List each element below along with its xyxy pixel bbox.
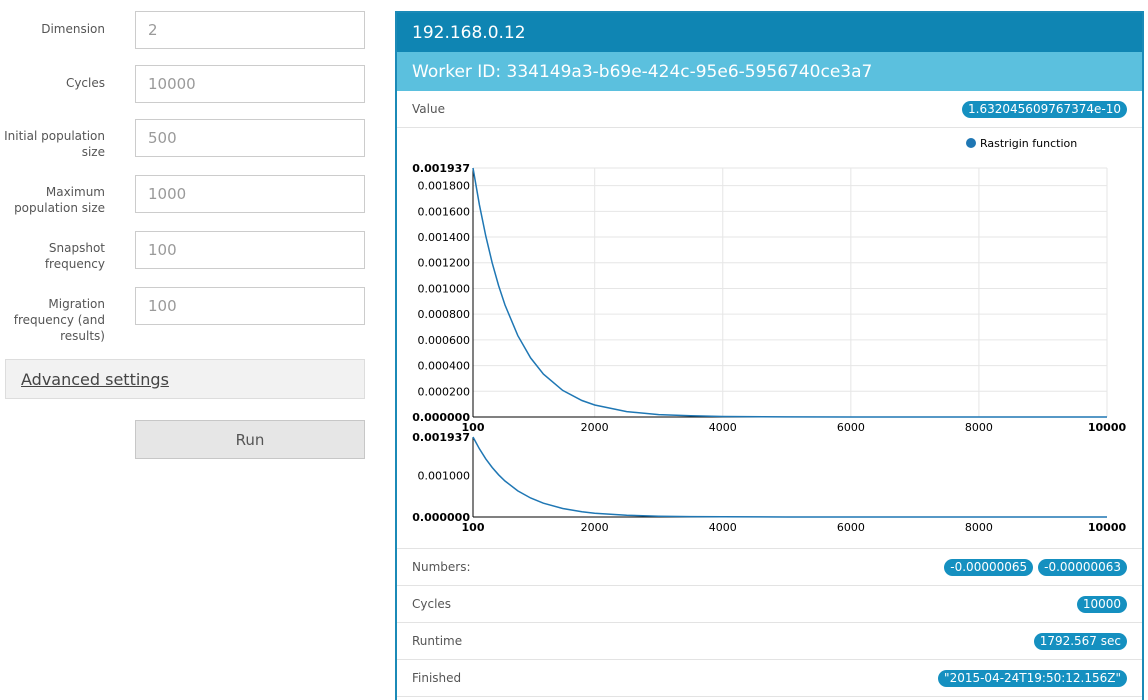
main-x-tick-label: 4000 <box>709 421 737 434</box>
overview-x-tick-label: 100 <box>462 521 485 534</box>
main-y-tick-label: 0.001800 <box>418 180 471 193</box>
overview-x-tick-label: 2000 <box>581 521 609 534</box>
main-y-tick-label: 0.000200 <box>418 385 471 398</box>
runtime-badge: 1792.567 sec <box>1033 632 1127 650</box>
numbers-label: Numbers: <box>412 560 471 574</box>
main-y-tick-label: 0.001200 <box>418 257 471 270</box>
max-population-input[interactable] <box>135 175 365 213</box>
legend-marker <box>966 138 976 148</box>
worker-panel: 192.168.0.12 Worker ID: 334149a3-b69e-42… <box>395 11 1144 700</box>
initial-population-input[interactable] <box>135 119 365 157</box>
main-y-tick-label: 0.001600 <box>418 205 471 218</box>
number-badge: -0.00000065 <box>944 558 1034 576</box>
run-button[interactable]: Run <box>135 420 365 459</box>
finished-row: Finished "2015-04-24T19:50:12.156Z" <box>397 660 1142 697</box>
host-header: 192.168.0.12 <box>397 13 1142 52</box>
advanced-settings-panel: Advanced settings <box>5 359 365 399</box>
migration-frequency-input[interactable] <box>135 287 365 325</box>
worker-id-header: Worker ID: 334149a3-b69e-424c-95e6-59567… <box>397 52 1142 91</box>
initial-population-label: Initial population size <box>4 129 105 159</box>
chart-area: 0.000000 0.000200 0.000400 0.000600 0.000800… <box>397 128 1142 549</box>
overview-x-tick-label: 8000 <box>965 521 993 534</box>
snapshot-frequency-input[interactable] <box>135 231 365 269</box>
migration-frequency-label: Migration frequency (and results) <box>13 297 105 343</box>
fitness-chart: 0.000000 0.000200 0.000400 0.000600 0.000800… <box>412 137 1127 534</box>
main-y-tick-label: 0.000600 <box>418 334 471 347</box>
value-label: Value <box>412 102 445 116</box>
overview-y-tick-label: 0.001937 <box>412 431 470 444</box>
overview-y-tick-label: 0.000000 <box>412 511 470 524</box>
overview-x-tick-label: 10000 <box>1088 521 1127 534</box>
runtime-row: Runtime 1792.567 sec <box>397 623 1142 660</box>
cycles-result-badge: 10000 <box>1076 595 1127 613</box>
dimension-label: Dimension <box>41 22 105 36</box>
runtime-label: Runtime <box>412 634 463 648</box>
advanced-settings-link[interactable]: Advanced settings <box>21 369 169 389</box>
number-badge: -0.00000063 <box>1038 558 1127 576</box>
cycles-input[interactable] <box>135 65 365 103</box>
main-x-tick-label: 6000 <box>837 421 865 434</box>
overview-x-tick-label: 6000 <box>837 521 865 534</box>
max-population-label: Maximum population size <box>14 185 105 215</box>
main-y-tick-label: 0.000400 <box>418 360 471 373</box>
main-x-tick-label: 8000 <box>965 421 993 434</box>
main-x-tick-label: 100 <box>462 421 485 434</box>
legend-label: Rastrigin function <box>980 137 1077 150</box>
numbers-badges: -0.00000065 -0.00000063 <box>944 558 1127 576</box>
value-badge: 1.632045609767374e-10 <box>962 100 1127 118</box>
value-row: Value 1.632045609767374e-10 <box>397 91 1142 128</box>
finished-label: Finished <box>412 671 462 685</box>
finished-badge: "2015-04-24T19:50:12.156Z" <box>938 669 1127 687</box>
numbers-row: Numbers: -0.00000065 -0.00000063 <box>397 549 1142 586</box>
dimension-input[interactable] <box>135 11 365 49</box>
main-y-tick-label: 0.000000 <box>412 411 470 424</box>
overview-x-tick-label: 4000 <box>709 521 737 534</box>
main-y-tick-label: 0.001937 <box>412 162 470 175</box>
main-y-tick-label: 0.001000 <box>418 282 471 295</box>
main-x-tick-label: 2000 <box>581 421 609 434</box>
overview-series-line <box>472 436 1107 518</box>
snapshot-frequency-label: Snapshot frequency <box>44 241 105 271</box>
cycles-result-row: Cycles 10000 <box>397 586 1142 623</box>
main-y-tick-label: 0.000800 <box>418 308 471 321</box>
main-y-tick-label: 0.001400 <box>418 231 471 244</box>
cycles-label: Cycles <box>65 76 105 90</box>
overview-y-tick-label: 0.001000 <box>418 470 471 483</box>
main-series-line <box>472 167 1107 418</box>
main-x-tick-label: 10000 <box>1088 421 1127 434</box>
cycles-result-label: Cycles <box>412 597 452 611</box>
